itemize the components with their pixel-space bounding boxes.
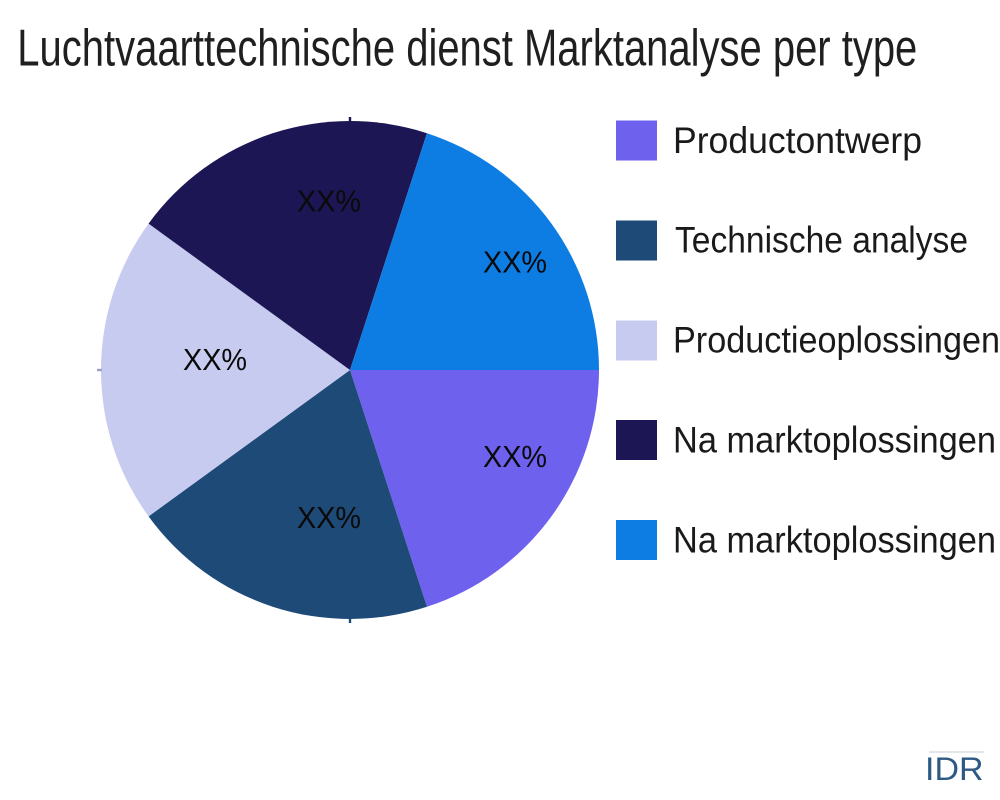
svg-text:IDR: IDR xyxy=(925,751,984,787)
svg-text:Productieoplossingen: Productieoplossingen xyxy=(673,319,1000,361)
svg-text:Na marktoplossingen: Na marktoplossingen xyxy=(673,418,996,460)
svg-text:Technische analyse: Technische analyse xyxy=(675,219,968,261)
svg-text:Na marktoplossingen: Na marktoplossingen xyxy=(673,518,996,560)
svg-text:Productontwerp: Productontwerp xyxy=(673,119,922,161)
svg-text:XX%: XX% xyxy=(297,500,361,535)
svg-text:XX%: XX% xyxy=(183,342,247,377)
svg-text:XX%: XX% xyxy=(297,183,361,218)
svg-text:XX%: XX% xyxy=(483,439,547,474)
svg-text:XX%: XX% xyxy=(483,244,547,279)
svg-text:Luchtvaarttechnische dienst Ma: Luchtvaarttechnische dienst Marktanalyse… xyxy=(17,19,917,77)
